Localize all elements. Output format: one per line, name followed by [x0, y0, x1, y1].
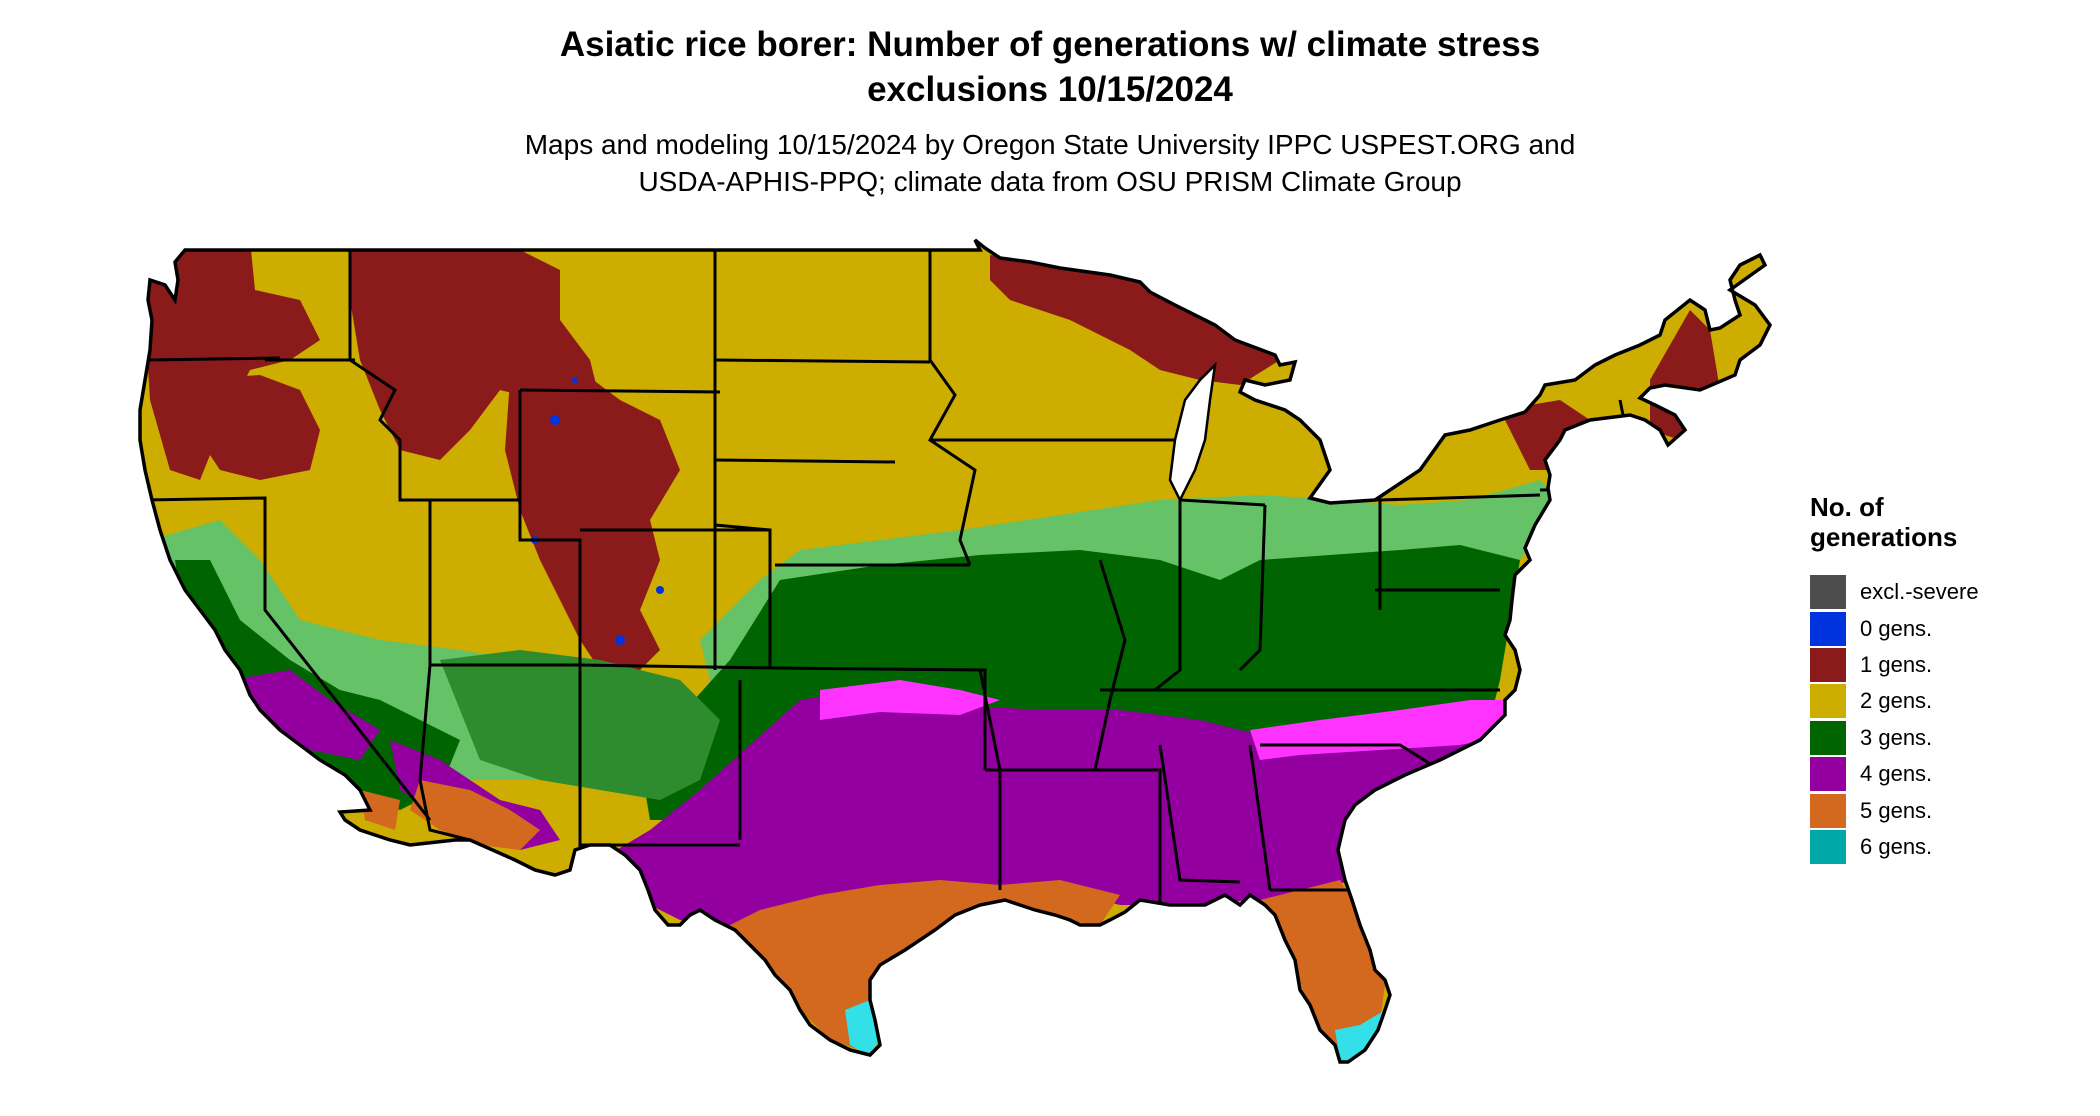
zone-6-gens-south-florida — [1335, 1010, 1385, 1062]
legend-label: 0 gens. — [1860, 615, 1933, 641]
map-subtitle-line-1: Maps and modeling 10/15/2024 by Oregon S… — [524, 129, 1576, 160]
map-title-line-2: exclusions 10/15/2024 — [867, 70, 1233, 109]
legend-label: 1 gens. — [1860, 651, 1933, 677]
legend-label: 6 gens. — [1860, 833, 1933, 859]
legend-title: No. of generations — [1810, 492, 2070, 552]
zone-6-gens-south-texas — [845, 1000, 880, 1055]
zone-5-gens-arizona — [410, 780, 540, 850]
legend-swatch — [1810, 829, 1846, 864]
legend-title-line-2: generations — [1810, 522, 1958, 552]
zone-5-gens-florida — [1260, 880, 1385, 1060]
legend-item: 3 gens. — [1810, 720, 2070, 756]
legend-swatch — [1810, 575, 1846, 610]
legend-item: 6 gens. — [1810, 829, 2070, 865]
legend-label: 4 gens. — [1860, 761, 1933, 787]
zone-0-gens-spot-1 — [550, 415, 560, 425]
legend-label: excl.-severe — [1860, 579, 1979, 605]
zone-0-gens-spot-5 — [572, 377, 578, 383]
zone-1-gens-idaho-montana — [350, 250, 600, 460]
zone-5-gens-socal — [360, 790, 400, 830]
legend-swatch — [1810, 757, 1846, 792]
zone-1-gens-wyoming-colorado — [505, 370, 680, 680]
zone-1-gens-oregon — [180, 375, 320, 480]
legend-label: 3 gens. — [1860, 724, 1933, 750]
legend-item: excl.-severe — [1810, 574, 2070, 610]
legend-item: 0 gens. — [1810, 610, 2070, 646]
legend-items: excl.-severe 0 gens. 1 gens. 2 gens. 3 gens.… — [1810, 574, 2070, 865]
legend-label: 2 gens. — [1860, 688, 1933, 714]
zone-0-gens-spot-4 — [656, 586, 664, 594]
legend-swatch — [1810, 793, 1846, 828]
zone-0-gens-spot-3 — [615, 635, 625, 645]
legend-item: 5 gens. — [1810, 792, 2070, 828]
legend-label: 5 gens. — [1860, 797, 1933, 823]
map-title-line-1: Asiatic rice borer: Number of generation… — [559, 25, 1541, 64]
legend-swatch — [1810, 684, 1846, 719]
legend-item: 1 gens. — [1810, 647, 2070, 683]
legend: No. of generations excl.-severe 0 gens. 1 … — [1810, 492, 2070, 865]
legend-swatch — [1810, 720, 1846, 755]
legend-item: 2 gens. — [1810, 683, 2070, 719]
zone-3-gens-southwest — [175, 560, 460, 810]
map-title: Asiatic rice borer: Number of generation… — [0, 22, 2100, 112]
map-subtitle-line-2: USDA-APHIS-PPQ; climate data from OSU PR… — [638, 166, 1462, 197]
zone-4-gens-edge-band-south — [820, 680, 1000, 720]
legend-swatch — [1810, 611, 1846, 646]
lake-michigan — [1168, 361, 1217, 503]
legend-title-line-1: No. of — [1810, 492, 1884, 522]
legend-item: 4 gens. — [1810, 756, 2070, 792]
legend-swatch — [1810, 647, 1846, 682]
map-subtitle: Maps and modeling 10/15/2024 by Oregon S… — [0, 126, 2100, 200]
zone-5-gens-gulf — [720, 880, 1120, 1050]
zone-4-gens-desert-sw — [230, 670, 380, 760]
zone-1-gens-great-lakes — [990, 255, 1280, 385]
zone-3-gens-central — [640, 545, 1520, 820]
